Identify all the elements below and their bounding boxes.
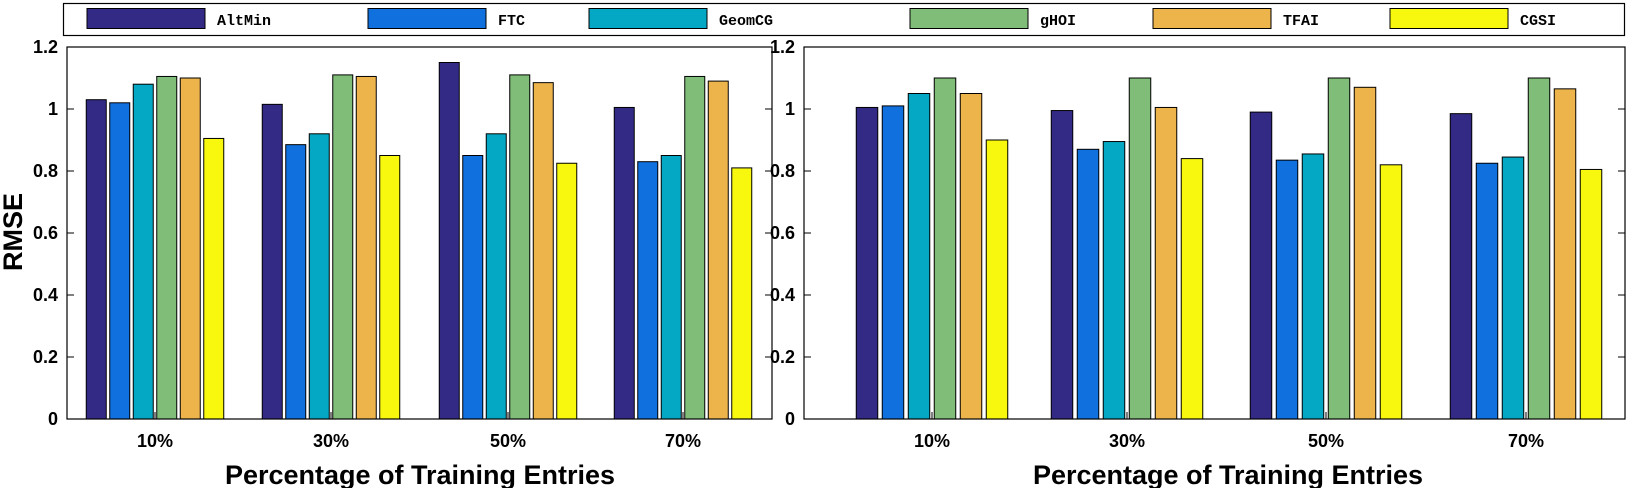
y-axis-label: RMSE [0,193,28,271]
bar-altmin-70pct [1449,113,1473,420]
bar-ghoi-10pct [933,77,957,420]
bar-ghoi-50pct [509,74,531,420]
bar-ftc-30pct [285,144,307,420]
bar-ftc-50pct [1275,159,1299,420]
bar-ghoi-30pct [1128,77,1152,420]
y-tick-label: 1 [785,99,795,119]
legend-swatch [1152,8,1272,29]
legend-swatch [86,8,206,29]
bar-altmin-30pct [1050,110,1074,420]
bar-altmin-50pct [438,62,460,420]
x-axis-label: Percentage of Training Entries [225,460,615,488]
chart-panel-2: 0 0.2 0.4 0.6 0.8 1 1.2 10% 30% 50% 70% Percentage … [770,37,1626,488]
bar-geomcg-30pct [308,133,330,420]
y-tick-label: 1.2 [33,37,58,57]
bar-ftc-50pct [462,155,484,420]
legend-label: AltMin [217,13,271,30]
y-tick-label: 0 [785,409,795,429]
y-tick-label: 1.2 [770,37,795,57]
x-axis-label: Percentage of Training Entries [1033,460,1423,488]
bar-ghoi-10pct [156,75,178,420]
x-tick-label: 10% [914,431,950,451]
bar-geomcg-10pct [907,93,931,420]
legend-label: gHOI [1040,13,1076,30]
bar-tfai-30pct [1154,106,1178,420]
legend: AltMin FTC GeomCG gHOI TFAI CGSI [62,2,1626,37]
x-tick-label: 50% [1308,431,1344,451]
legend-swatch [588,8,708,29]
chart-panels: 0 0.2 0.4 0.6 0.8 1 1.2 10% 30% 50% 70% Percentage … [0,37,1626,488]
legend-label: GeomCG [719,13,773,30]
bar-cgsi-50pct [1379,164,1403,420]
x-tick-label: 70% [1508,431,1544,451]
y-tick-label: 0.8 [770,161,795,181]
bar-ftc-70pct [1475,162,1499,420]
legend-item-geomcg: GeomCG [588,8,773,30]
x-tick-label: 10% [137,431,173,451]
bar-cgsi-70pct [731,167,753,420]
legend-label: CGSI [1520,13,1556,30]
y-tick-label: 0.6 [33,223,58,243]
legend-item-altmin: AltMin [86,8,271,30]
x-tick-label: 30% [1109,431,1145,451]
y-tick-label: 0.2 [770,347,795,367]
bar-ghoi-50pct [1327,77,1351,420]
bar-geomcg-70pct [660,155,682,420]
bar-cgsi-30pct [1180,158,1204,420]
bar-ftc-30pct [1076,148,1100,420]
bar-cgsi-10pct [985,139,1009,420]
bar-ghoi-70pct [684,75,706,420]
y-tick-label: 0.8 [33,161,58,181]
legend-label: FTC [498,13,525,30]
bar-geomcg-10pct [132,83,154,420]
chart-panel-1: 0 0.2 0.4 0.6 0.8 1 1.2 10% 30% 50% 70% Percentage … [0,37,773,488]
bar-ftc-70pct [637,161,659,420]
legend-label: TFAI [1283,13,1319,30]
bar-ghoi-30pct [332,74,354,420]
bar-altmin-30pct [261,103,283,420]
legend-box [62,2,1626,37]
x-tick-label: 50% [490,431,526,451]
bar-altmin-10pct [855,106,879,420]
x-tick-label: 70% [665,431,701,451]
bar-tfai-30pct [355,75,377,420]
bar-tfai-50pct [532,82,554,420]
bar-ftc-10pct [109,102,131,420]
bar-tfai-10pct [179,77,201,420]
y-tick-label: 0.4 [33,285,58,305]
bar-cgsi-10pct [203,137,225,420]
y-tick-label: 0.4 [770,285,795,305]
bar-ghoi-70pct [1527,77,1551,420]
bar-geomcg-30pct [1102,141,1126,420]
y-tick-label: 0.6 [770,223,795,243]
bar-geomcg-70pct [1501,156,1525,420]
legend-item-ftc: FTC [367,8,525,30]
bar-altmin-50pct [1249,111,1273,420]
bar-altmin-10pct [85,99,107,420]
legend-item-tfai: TFAI [1152,8,1319,30]
bar-cgsi-70pct [1579,168,1603,420]
legend-item-ghoi: gHOI [909,8,1076,30]
y-tick-label: 0 [48,409,58,429]
x-tick-label: 30% [313,431,349,451]
bar-geomcg-50pct [1301,153,1325,420]
bar-cgsi-30pct [379,155,401,420]
y-tick-label: 1 [48,99,58,119]
legend-item-cgsi: CGSI [1389,8,1556,30]
bar-tfai-10pct [959,93,983,420]
bar-geomcg-50pct [485,133,507,420]
bar-cgsi-50pct [556,162,578,420]
legend-swatch [909,8,1029,29]
legend-swatch [367,8,487,29]
legend-swatch [1389,8,1509,29]
y-tick-label: 0.2 [33,347,58,367]
bar-ftc-10pct [881,105,905,420]
bar-tfai-70pct [707,80,729,420]
bar-altmin-70pct [613,106,635,420]
bar-tfai-50pct [1353,86,1377,420]
bar-tfai-70pct [1553,88,1577,420]
